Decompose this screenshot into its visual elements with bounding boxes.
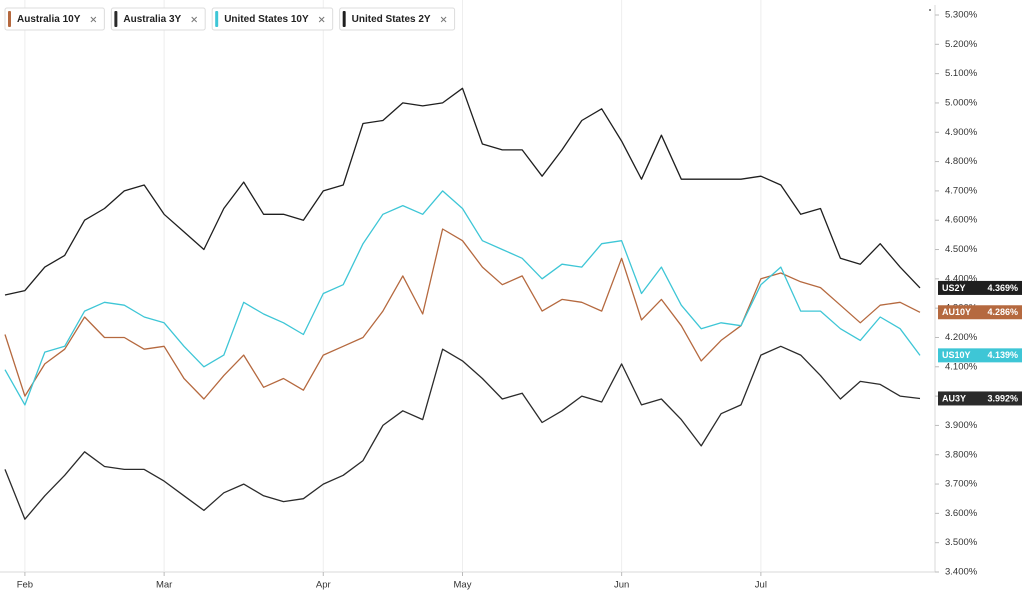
price-tag-box [938,391,1022,406]
legend-item[interactable]: United States 10Y [211,7,334,31]
y-tick-label: 5.000% [945,97,978,108]
y-tick-label: 4.500% [945,244,978,255]
x-tick-label: Jun [614,580,629,591]
series-line [4,87,921,296]
price-tag-name: AU10Y [942,307,971,317]
legend-item[interactable]: Australia 3Y [110,7,206,31]
y-tick-label: 4.800% [945,156,978,167]
price-tag-value: 4.286% [987,307,1018,317]
x-tick-label: Jul [755,580,767,591]
series-line [4,190,921,406]
close-stroke [440,16,447,23]
x-tick-label: Apr [316,580,331,591]
y-tick-label: 4.900% [945,127,978,138]
price-tag-box [938,280,1022,295]
legend-close[interactable] [191,16,198,23]
price-tag: AU10Y 4.286% [938,305,1022,320]
legend-label: United States 10Y [224,14,309,25]
y-tick-label: 3.400% [945,567,978,578]
y-tick-label: 4.400% [945,273,978,284]
x-tick-label: Feb [17,580,33,591]
y-tick-label: 4.200% [945,332,978,343]
legend-close[interactable] [440,16,447,23]
y-tick-label: 3.800% [945,449,978,460]
price-tag-value: 3.992% [987,393,1018,403]
price-tag-name: US10Y [942,350,971,360]
legend-item[interactable]: United States 2Y [339,7,456,31]
y-tick-label: 3.500% [945,537,978,548]
legend-box [211,7,334,31]
y-tick-label: 5.200% [945,39,978,50]
price-tag: AU3Y 3.992% [938,391,1022,406]
series-line [4,228,921,400]
price-tag-value: 4.139% [987,350,1018,360]
y-tick-label: 3.600% [945,508,978,519]
legend-label: Australia 10Y [17,14,81,25]
price-tag-value: 4.369% [987,283,1018,293]
y-tick-label: 5.300% [945,10,978,21]
price-tag: US10Y 4.139% [938,348,1022,363]
legend-label: Australia 3Y [123,14,181,25]
legend-label: United States 2Y [352,14,431,25]
menu-dot [929,9,931,11]
x-tick-label: May [454,580,472,591]
price-tag: US2Y 4.369% [938,280,1022,295]
price-tag-box [938,305,1022,320]
legend-close[interactable] [318,16,325,23]
legend-box [339,7,456,31]
legend-item[interactable]: Australia 10Y [4,7,105,31]
legend-swatch [114,11,118,27]
x-tick-label: Mar [156,580,172,591]
y-tick-label: 4.100% [945,361,978,372]
price-tag-name: US2Y [942,283,966,293]
legend-swatch [342,11,346,27]
legend-swatch [8,11,11,27]
close-stroke [90,16,97,23]
y-tick-label: 4.700% [945,185,978,196]
legend-swatch [215,11,219,27]
y-tick-label: 3.900% [945,420,978,431]
y-tick-label: 3.700% [945,479,978,490]
y-tick-label: 4.600% [945,215,978,226]
price-tag-box [938,348,1022,363]
close-stroke [191,16,198,23]
close-stroke [318,16,325,23]
legend-box [4,7,105,31]
legend-box [110,7,206,31]
price-tag-name: AU3Y [942,393,966,403]
y-tick-label: 5.100% [945,68,978,79]
legend-close[interactable] [90,16,97,23]
series-line [4,345,921,520]
